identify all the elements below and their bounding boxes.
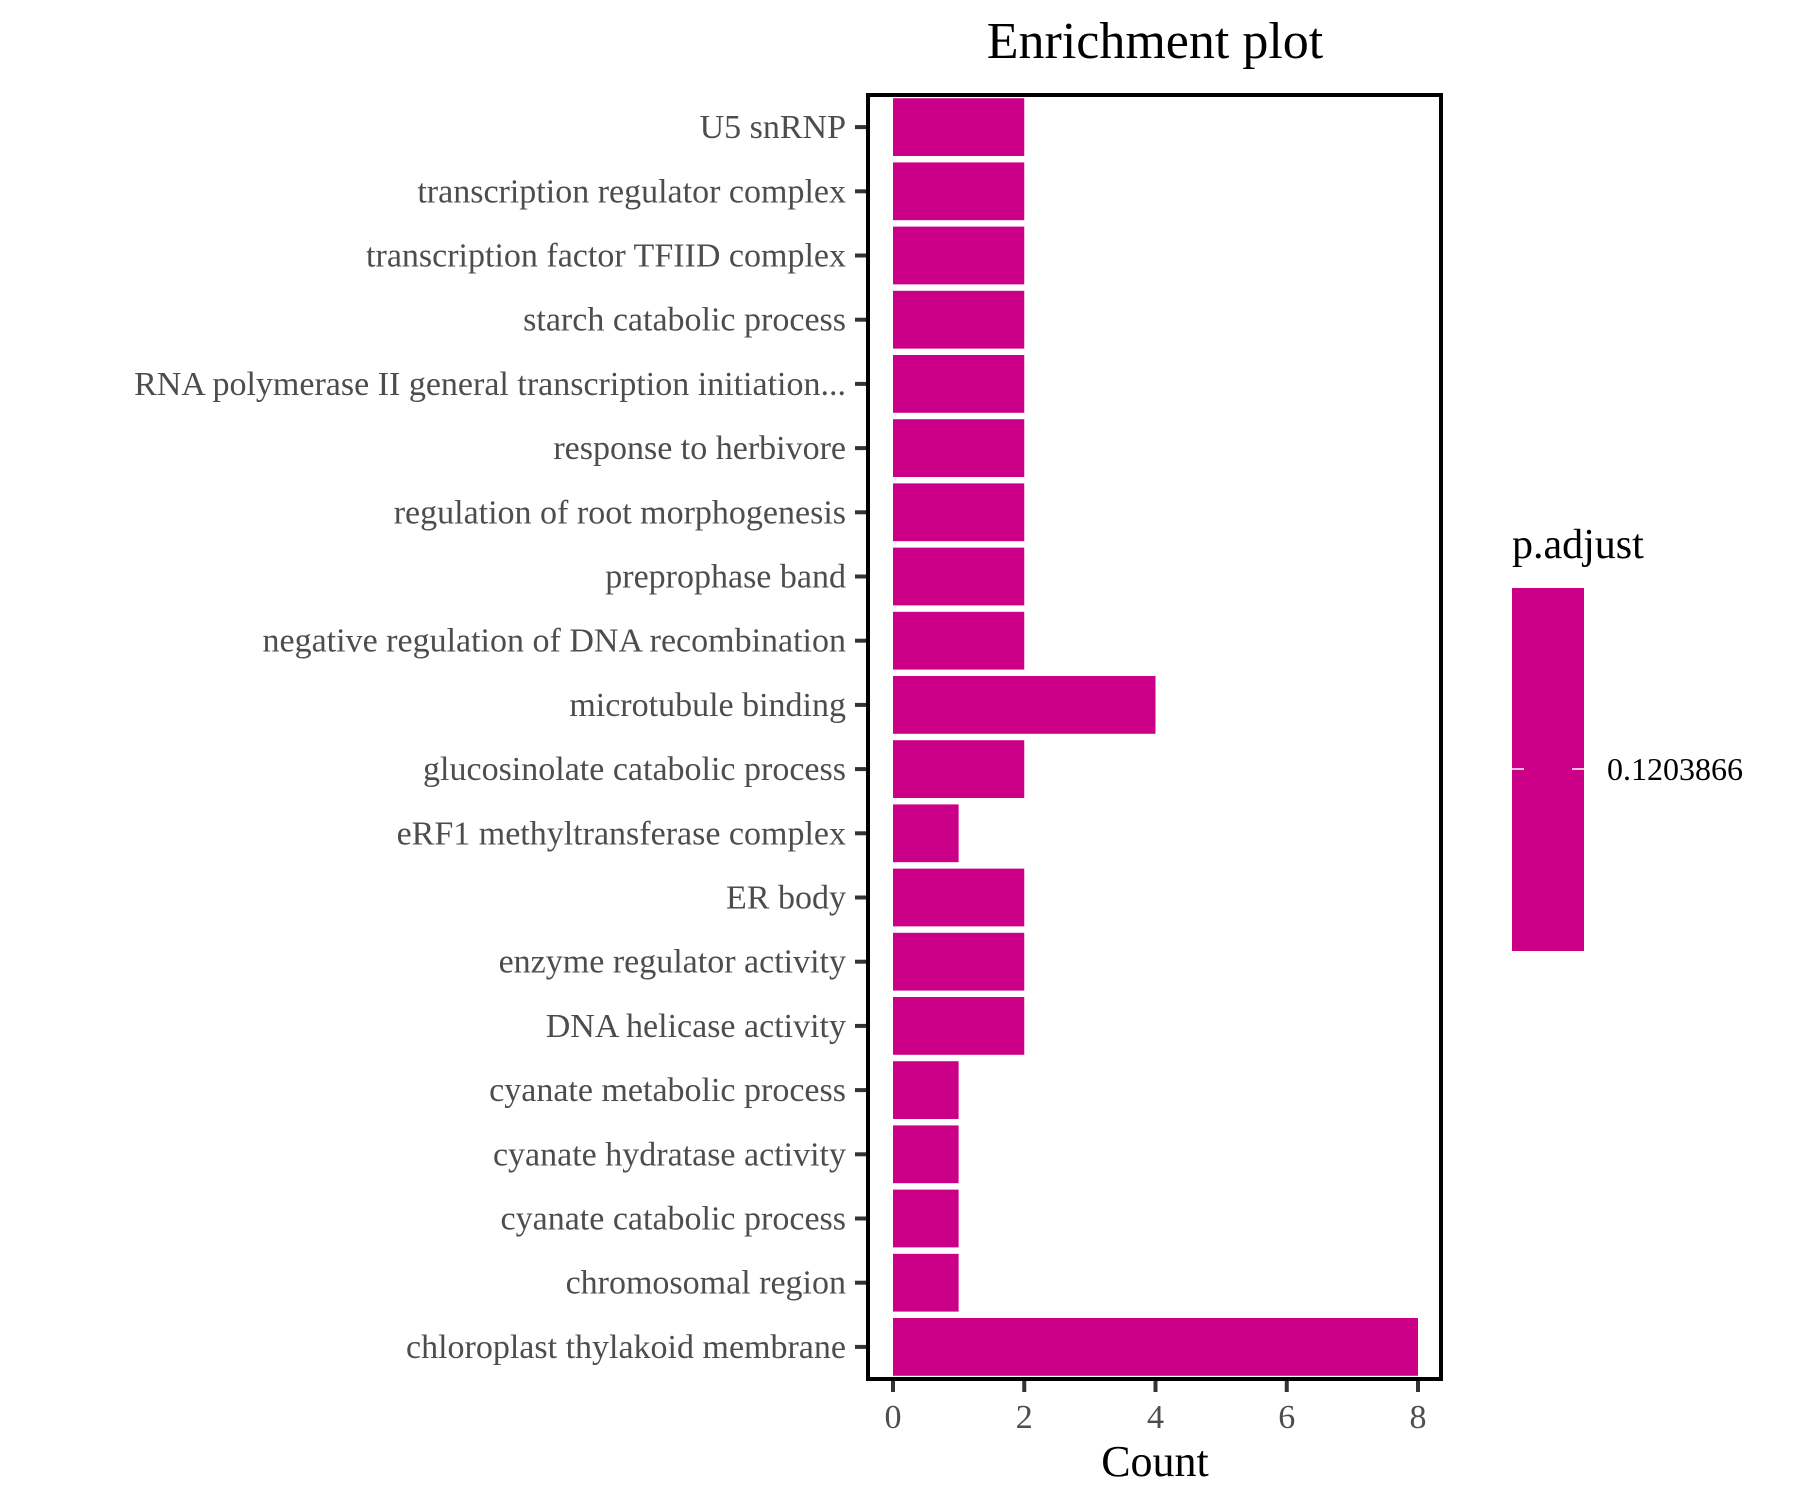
plot-panel-border — [866, 93, 1443, 1381]
x-tick-label-2: 4 — [1147, 1399, 1164, 1436]
category-label-11: eRF1 methyltransferase complex — [397, 815, 846, 852]
category-label-3: starch catabolic process — [523, 302, 846, 339]
category-label-10: glucosinolate catabolic process — [423, 751, 846, 788]
legend-title: p.adjust — [1512, 522, 1644, 568]
bar-19 — [893, 1318, 1418, 1376]
bar-8 — [893, 611, 1025, 670]
x-tick-label-0: 0 — [885, 1399, 902, 1436]
bar-12 — [893, 868, 1025, 927]
bar-10 — [893, 740, 1025, 798]
bar-13 — [893, 932, 1025, 991]
category-label-6: regulation of root morphogenesis — [394, 494, 846, 531]
x-axis-title: Count — [1101, 1437, 1209, 1486]
x-axis: 0 2 4 6 8 — [885, 1379, 1427, 1436]
category-label-16: cyanate hydratase activity — [493, 1136, 846, 1173]
bar-15 — [893, 1061, 959, 1119]
x-tick-label-1: 2 — [1016, 1399, 1033, 1436]
bars-layer — [893, 98, 1418, 1376]
category-label-7: preprophase band — [605, 559, 846, 596]
chart-title: Enrichment plot — [987, 13, 1324, 70]
category-label-4: RNA polymerase II general transcription … — [134, 366, 846, 403]
x-tick-label-3: 6 — [1278, 1399, 1295, 1436]
legend: p.adjust 0.1203866 — [1512, 522, 1743, 951]
category-label-13: enzyme regulator activity — [499, 944, 846, 981]
category-label-2: transcription factor TFIID complex — [366, 238, 846, 275]
category-label-5: response to herbivore — [553, 430, 846, 467]
x-tick-label-4: 8 — [1410, 1399, 1427, 1436]
bar-4 — [893, 355, 1025, 413]
category-label-18: chromosomal region — [566, 1265, 846, 1302]
category-label-9: microtubule binding — [569, 687, 846, 724]
bar-6 — [893, 483, 1025, 542]
bar-16 — [893, 1125, 959, 1184]
bar-17 — [893, 1189, 959, 1248]
bar-5 — [893, 419, 1025, 477]
category-label-8: negative regulation of DNA recombination — [263, 623, 847, 660]
bar-2 — [893, 226, 1025, 285]
category-axis: U5 snRNP transcription regulator complex t… — [134, 109, 868, 1366]
category-label-12: ER body — [726, 880, 846, 917]
bar-18 — [893, 1253, 959, 1312]
category-label-0: U5 snRNP — [700, 109, 846, 146]
bar-1 — [893, 162, 1025, 221]
category-label-15: cyanate metabolic process — [489, 1072, 846, 1109]
bar-11 — [893, 804, 959, 863]
bar-7 — [893, 547, 1025, 606]
bar-9 — [893, 676, 1156, 734]
legend-value-label: 0.1203866 — [1607, 751, 1743, 787]
bar-3 — [893, 290, 1025, 349]
category-label-14: DNA helicase activity — [546, 1008, 846, 1045]
bar-0 — [893, 98, 1025, 156]
category-label-17: cyanate catabolic process — [501, 1201, 846, 1238]
category-label-19: chloroplast thylakoid membrane — [406, 1329, 846, 1366]
category-label-1: transcription regulator complex — [417, 173, 846, 210]
bar-14 — [893, 997, 1025, 1055]
